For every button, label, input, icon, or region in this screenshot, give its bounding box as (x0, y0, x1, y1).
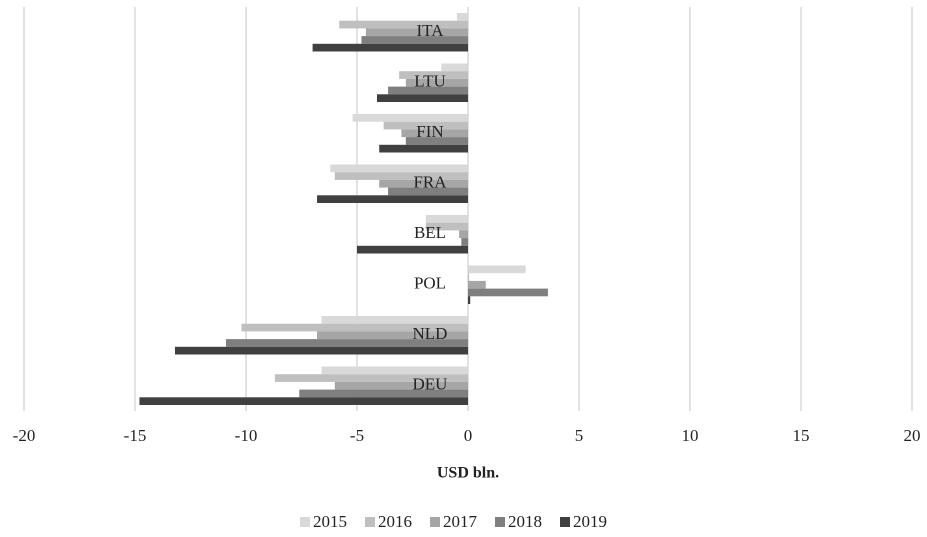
bar (139, 397, 468, 405)
x-tick-label: 10 (682, 426, 699, 445)
category-label: BEL (414, 223, 446, 242)
legend-swatch (560, 517, 570, 527)
bar (425, 222, 468, 231)
legend-swatch (365, 517, 375, 527)
bar (388, 86, 468, 95)
bar (405, 137, 468, 145)
bar (361, 36, 468, 44)
legend-swatch (430, 517, 440, 527)
bar (317, 331, 468, 340)
bar (226, 339, 468, 347)
bar (468, 296, 471, 304)
x-axis-title: USD bln. (437, 465, 499, 482)
legend-label: 2016 (378, 512, 412, 531)
bar (379, 144, 468, 153)
bar (405, 78, 468, 87)
bar (399, 71, 468, 79)
bar (330, 164, 468, 173)
category-label: ITA (417, 21, 445, 40)
x-tick-label: -5 (350, 426, 364, 445)
bar (468, 280, 486, 289)
x-tick-label: -20 (13, 426, 36, 445)
bar (441, 63, 468, 72)
category-label: POL (414, 274, 446, 293)
bar (299, 389, 468, 398)
bar (321, 366, 468, 375)
x-tick-label: 5 (575, 426, 584, 445)
category-label: FRA (413, 173, 447, 192)
bar (352, 114, 468, 122)
bar (274, 374, 468, 382)
bar (456, 13, 468, 21)
legend-label: 2019 (573, 512, 607, 531)
bar (241, 323, 468, 332)
x-tick-label: -15 (124, 426, 147, 445)
bar (321, 316, 468, 324)
legend-label: 2015 (313, 512, 347, 531)
legend-label: 2018 (508, 512, 542, 531)
bar (334, 172, 468, 180)
legend-swatch (495, 517, 505, 527)
bar (174, 346, 468, 355)
bar (339, 20, 468, 29)
bar (383, 121, 468, 130)
category-label: FIN (416, 122, 443, 141)
bar (317, 195, 468, 203)
x-tick-label: 20 (904, 426, 921, 445)
bar (376, 94, 468, 102)
bar (401, 129, 468, 138)
bar (468, 265, 526, 274)
bar (357, 245, 468, 254)
category-label: LTU (414, 72, 446, 91)
bar (312, 43, 468, 52)
bar (334, 381, 468, 390)
bar (425, 215, 468, 223)
x-tick-label: -10 (235, 426, 258, 445)
bar (379, 179, 468, 188)
legend-swatch (300, 517, 310, 527)
category-label: NLD (413, 324, 448, 343)
bar (365, 28, 468, 37)
bar (388, 187, 468, 196)
bar (468, 273, 470, 281)
bar (461, 238, 468, 246)
x-tick-label: 0 (464, 426, 473, 445)
bar (468, 288, 548, 297)
x-tick-label: 15 (793, 426, 810, 445)
legend-label: 2017 (443, 512, 478, 531)
category-label: DEU (413, 375, 448, 394)
bar (459, 230, 468, 239)
